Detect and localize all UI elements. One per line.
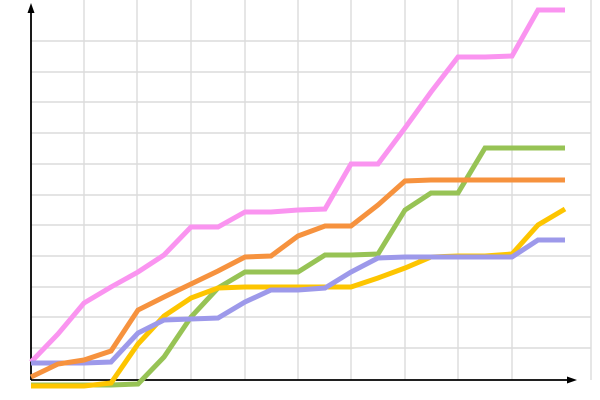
series-orange-line xyxy=(29,177,565,380)
series-green-line xyxy=(31,145,565,388)
series-blue-line xyxy=(31,237,565,366)
x-axis-arrow-icon xyxy=(567,376,577,384)
y-axis-arrow-icon xyxy=(27,3,35,13)
series-pink-line xyxy=(29,7,565,364)
